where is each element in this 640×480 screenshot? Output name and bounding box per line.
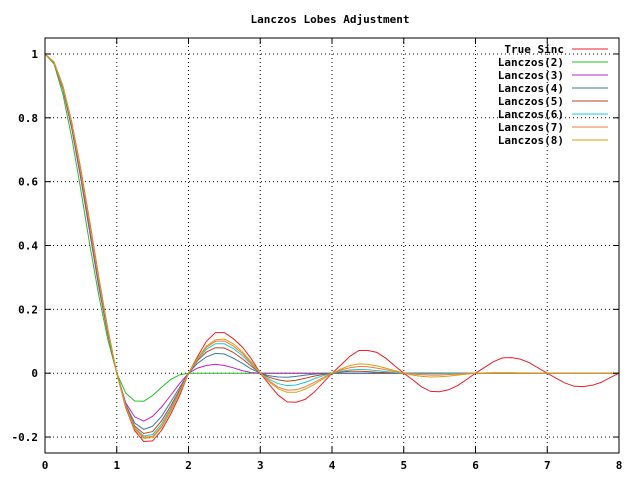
x-tick-label: 3 (257, 459, 264, 472)
series-lines (44, 53, 620, 443)
series-line-lanczos-8 (44, 53, 619, 439)
legend-label-lanczos-2: Lanczos(2) (498, 56, 564, 69)
y-tick-label: -0.2 (12, 431, 39, 444)
chart-title: Lanczos Lobes Adjustment (251, 13, 410, 26)
y-tick-label: 0 (31, 367, 38, 380)
legend-label-lanczos-6: Lanczos(6) (498, 108, 564, 121)
x-tick-label: 2 (185, 459, 192, 472)
legend-label-true-sinc: True Sinc (504, 43, 564, 56)
x-tick-label: 7 (544, 459, 551, 472)
x-tick-label: 8 (616, 459, 623, 472)
legend-label-lanczos-5: Lanczos(5) (498, 95, 564, 108)
x-tick-label: 0 (42, 459, 49, 472)
x-tick-label: 1 (113, 459, 120, 472)
legend-label-lanczos-7: Lanczos(7) (498, 121, 564, 134)
axis-ticks: 0 1 2 3 4 5 6 7 8 -0.2 0 0.2 0.4 0.6 0.8 1 (12, 38, 623, 472)
y-tick-label: 0.8 (18, 112, 38, 125)
x-tick-label: 4 (329, 459, 336, 472)
legend-label-lanczos-4: Lanczos(4) (498, 82, 564, 95)
x-tick-label: 5 (400, 459, 407, 472)
y-tick-label: 0.2 (18, 303, 38, 316)
y-tick-label: 0.4 (18, 240, 38, 253)
x-tick-label: 6 (472, 459, 479, 472)
legend: True SincLanczos(2)Lanczos(3)Lanczos(4)L… (498, 43, 608, 147)
legend-label-lanczos-8: Lanczos(8) (498, 134, 564, 147)
legend-label-lanczos-3: Lanczos(3) (498, 69, 564, 82)
y-tick-label: 0.6 (18, 176, 38, 189)
y-tick-label: 1 (31, 48, 38, 61)
